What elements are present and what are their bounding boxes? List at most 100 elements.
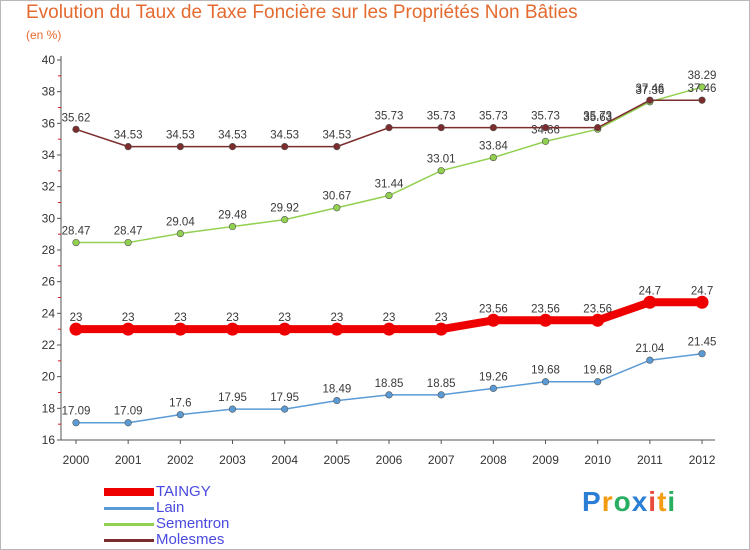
data-label-lain: 18.85 — [427, 378, 456, 390]
data-point-molesmes — [228, 143, 237, 151]
data-label-sementron: 33.84 — [479, 141, 508, 153]
logo-letter: o — [613, 486, 632, 517]
data-point-molesmes — [541, 124, 550, 132]
data-point-taingy — [382, 322, 396, 336]
x-tick-label: 2001 — [115, 453, 142, 467]
x-tick-label: 2000 — [63, 453, 90, 467]
data-point-lain — [281, 405, 289, 413]
data-point-lain — [698, 350, 706, 358]
legend-label: Lain — [156, 499, 185, 516]
data-label-molesmes: 34.53 — [270, 130, 299, 142]
legend-item-sementron: Sementron — [104, 515, 324, 532]
data-label-taingy: 23 — [330, 312, 343, 324]
data-label-sementron: 30.67 — [322, 191, 351, 203]
y-tick-label: 24 — [42, 306, 56, 320]
data-label-sementron: 29.48 — [218, 210, 247, 222]
data-point-taingy — [278, 322, 292, 336]
data-point-taingy — [539, 313, 553, 327]
y-tick-label: 22 — [42, 338, 56, 352]
data-label-molesmes: 35.73 — [583, 111, 612, 123]
legend-item-molesmes: Molesmes — [104, 531, 324, 548]
y-tick-label: 34 — [42, 148, 56, 162]
y-tick-label: 18 — [42, 401, 56, 415]
y-tick-label: 30 — [42, 211, 56, 225]
data-label-molesmes: 34.53 — [114, 130, 143, 142]
data-point-sementron — [698, 83, 706, 91]
y-tick-label: 38 — [42, 85, 56, 99]
data-label-taingy: 24.7 — [691, 285, 713, 297]
logo-letter: i — [648, 486, 658, 517]
data-label-molesmes: 37.46 — [635, 83, 664, 95]
data-point-taingy — [69, 322, 83, 336]
data-label-molesmes: 35.73 — [531, 111, 560, 123]
legend-label: TAINGY — [156, 483, 211, 500]
proxiti-logo: Proxiti — [582, 486, 676, 518]
data-label-lain: 18.49 — [322, 384, 351, 396]
data-label-sementron: 35.63 — [583, 112, 612, 124]
data-point-taingy — [330, 322, 344, 336]
data-label-molesmes: 35.73 — [375, 111, 404, 123]
data-label-taingy: 23 — [435, 312, 448, 324]
data-label-sementron: 28.47 — [62, 226, 91, 238]
legend-swatch — [104, 507, 154, 510]
legend-label: Sementron — [156, 515, 230, 532]
legend-item-lain: Lain — [104, 499, 324, 516]
logo-letter: r — [601, 486, 614, 517]
data-point-sementron — [385, 191, 393, 200]
data-point-taingy — [226, 322, 240, 336]
data-label-taingy: 23 — [122, 312, 135, 324]
data-point-molesmes — [124, 143, 132, 151]
x-tick-label: 2008 — [480, 453, 507, 467]
data-point-lain — [437, 391, 445, 399]
data-label-lain: 19.68 — [583, 365, 612, 377]
data-point-lain — [541, 378, 550, 386]
data-point-sementron — [281, 216, 289, 224]
data-label-molesmes: 35.73 — [479, 111, 508, 123]
data-label-lain: 21.45 — [688, 337, 717, 349]
data-label-lain: 17.09 — [114, 406, 143, 418]
data-label-sementron: 29.04 — [166, 217, 195, 229]
data-label-taingy: 23.56 — [479, 303, 508, 315]
legend-swatch — [104, 523, 154, 526]
data-label-lain: 21.04 — [635, 343, 664, 355]
x-tick-label: 2002 — [167, 453, 194, 467]
data-label-taingy: 23 — [70, 312, 83, 324]
data-label-molesmes: 35.62 — [62, 112, 91, 124]
data-label-sementron: 28.47 — [114, 226, 143, 238]
data-label-lain: 17.95 — [270, 392, 299, 404]
data-point-taingy — [486, 313, 500, 327]
data-point-sementron — [228, 222, 237, 231]
y-tick-label: 26 — [42, 275, 56, 289]
data-point-taingy — [173, 322, 187, 336]
data-label-molesmes: 35.73 — [427, 111, 456, 123]
data-point-taingy — [121, 322, 135, 336]
data-point-taingy — [591, 313, 605, 327]
data-label-sementron: 38.29 — [688, 70, 717, 82]
x-tick-label: 2007 — [428, 453, 455, 467]
data-point-lain — [72, 419, 80, 427]
data-label-lain: 18.85 — [375, 378, 404, 390]
y-tick-label: 20 — [42, 370, 56, 384]
data-point-sementron — [437, 167, 445, 175]
data-point-sementron — [541, 137, 550, 145]
data-label-taingy: 23 — [174, 312, 187, 324]
data-label-sementron: 29.92 — [270, 203, 299, 215]
data-label-taingy: 24.7 — [639, 285, 661, 297]
data-point-taingy — [695, 295, 709, 309]
x-tick-label: 2011 — [637, 453, 663, 467]
logo-letter: P — [582, 486, 602, 517]
data-label-lain: 17.09 — [62, 406, 91, 418]
data-label-molesmes: 34.53 — [322, 130, 351, 142]
x-tick-label: 2005 — [323, 453, 350, 467]
data-label-sementron: 33.01 — [427, 154, 456, 166]
data-point-lain — [176, 411, 184, 419]
data-label-lain: 17.95 — [218, 392, 247, 404]
data-point-sementron — [489, 153, 497, 162]
legend-label: Molesmes — [156, 531, 225, 548]
x-tick-label: 2009 — [532, 453, 559, 467]
x-tick-label: 2006 — [376, 453, 403, 467]
data-point-lain — [489, 384, 497, 392]
data-label-molesmes: 34.53 — [218, 130, 247, 142]
